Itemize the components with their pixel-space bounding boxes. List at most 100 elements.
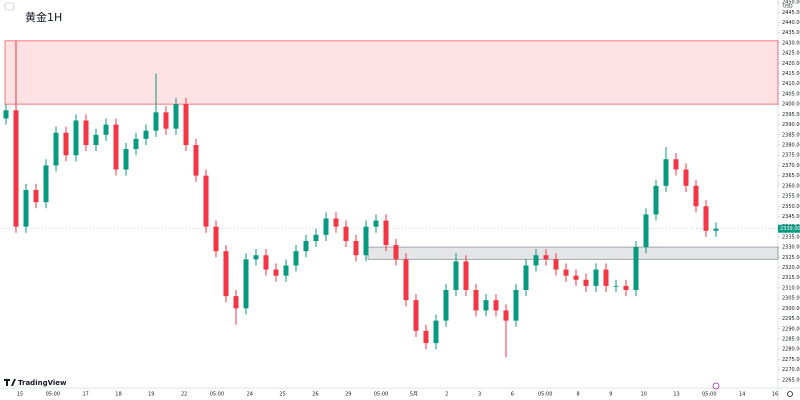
candle-body	[413, 300, 419, 331]
candle-body	[93, 134, 99, 145]
x-tick-label: 05:00	[46, 392, 60, 398]
y-tick-label: 2375.00	[782, 153, 800, 159]
zone	[367, 246, 779, 260]
candle-body	[223, 251, 229, 297]
y-tick-label: 2390.00	[782, 122, 800, 128]
x-tick-label: 05:00	[374, 392, 388, 398]
last-price-label: 2339.00	[780, 226, 800, 232]
candle-body	[363, 226, 369, 256]
candle-body	[473, 289, 479, 311]
y-tick-label: 2450.00	[782, 0, 800, 6]
candle-body	[373, 220, 379, 227]
candle-body	[643, 214, 649, 248]
logo-mark	[4, 379, 16, 386]
candle-body	[283, 265, 289, 276]
candle-body	[423, 330, 429, 344]
candle-body	[53, 132, 59, 166]
settings-icon[interactable]	[787, 391, 793, 397]
candle-body	[483, 300, 489, 311]
candle-body	[33, 189, 39, 203]
y-tick-label: 2350.00	[782, 204, 800, 210]
candle-body	[233, 296, 239, 309]
candle-body	[273, 269, 279, 276]
candle-body	[213, 226, 219, 252]
x-tick-label: 3	[478, 392, 481, 398]
candle-body	[43, 165, 49, 203]
x-tick-label: 18	[115, 392, 121, 398]
brand-logo: TradingView	[4, 379, 67, 387]
candle-body	[203, 175, 209, 227]
y-tick-label: 2325.00	[782, 255, 800, 261]
candle-body	[663, 159, 669, 186]
y-tick-label: 2425.00	[782, 51, 800, 57]
candle-body	[553, 259, 559, 270]
candle-body	[73, 120, 79, 156]
candle-body	[323, 218, 329, 235]
chart-title: 黄金1H	[25, 10, 62, 24]
candle-body	[513, 289, 519, 321]
candle-body	[243, 259, 249, 309]
x-tick-label: 9	[609, 392, 612, 398]
x-tick-label: 26	[312, 392, 318, 398]
y-tick-label: 2335.00	[782, 234, 800, 240]
candle-body	[333, 218, 339, 227]
y-tick-label: 2355.00	[782, 194, 800, 200]
candle-body	[23, 189, 29, 227]
candle-body	[13, 110, 19, 227]
candle-body	[173, 104, 179, 129]
candle-body	[703, 206, 709, 231]
candle-body	[613, 285, 619, 287]
x-tick-label: 05:00	[210, 392, 224, 398]
last-price-tag	[778, 224, 800, 233]
candle-body	[303, 240, 309, 252]
y-tick-label: 2300.00	[782, 306, 800, 312]
candle-body	[683, 169, 689, 186]
candle-body	[573, 275, 579, 280]
y-tick-label: 2330.00	[782, 245, 800, 251]
event-icon[interactable]	[712, 382, 720, 390]
candle-body	[3, 110, 9, 119]
y-tick-label: 2380.00	[782, 142, 800, 148]
candle-body	[193, 144, 199, 176]
y-tick-label: 2385.00	[782, 132, 800, 138]
candle-body	[633, 247, 639, 290]
y-tick-label: 2430.00	[782, 40, 800, 46]
candle-body	[153, 112, 159, 131]
y-tick-label: 2440.00	[782, 20, 800, 26]
y-tick-label: 2285.00	[782, 336, 800, 342]
y-tick-label: 2290.00	[782, 326, 800, 332]
candle-body	[673, 159, 679, 170]
candle-body	[133, 138, 139, 150]
y-tick-label: 2415.00	[782, 71, 800, 77]
y-tick-label: 2315.00	[782, 275, 800, 281]
candle-body	[143, 130, 149, 139]
x-tick-label: 22	[181, 392, 187, 398]
candle-body	[623, 285, 629, 290]
candle-body	[453, 261, 459, 290]
candle-body	[113, 124, 119, 170]
candle-body	[103, 124, 109, 135]
y-tick-label: 2445.00	[782, 10, 800, 16]
candle-body	[653, 185, 659, 215]
x-tick-label: 05:00	[538, 392, 552, 398]
candle-body	[713, 228, 719, 231]
y-tick-label: 2280.00	[782, 347, 800, 353]
candle-body	[393, 245, 399, 260]
candle-body	[163, 112, 169, 129]
x-tick-label: 10	[641, 392, 647, 398]
x-tick-label: 24	[247, 392, 253, 398]
candle-body	[263, 255, 269, 270]
currency-label: USD	[783, 4, 793, 10]
y-tick-label: 2410.00	[782, 81, 800, 87]
candle-body	[183, 104, 189, 145]
candle-body	[523, 265, 529, 290]
candle-body	[403, 259, 409, 301]
y-tick-label: 2370.00	[782, 163, 800, 169]
y-tick-label: 2345.00	[782, 214, 800, 220]
candle-body	[493, 300, 499, 311]
candle-body	[433, 320, 439, 344]
collapse-button[interactable]	[4, 2, 15, 11]
x-tick-label: 5月	[410, 392, 418, 398]
y-tick-label: 2435.00	[782, 30, 800, 36]
candle-body	[63, 132, 69, 156]
